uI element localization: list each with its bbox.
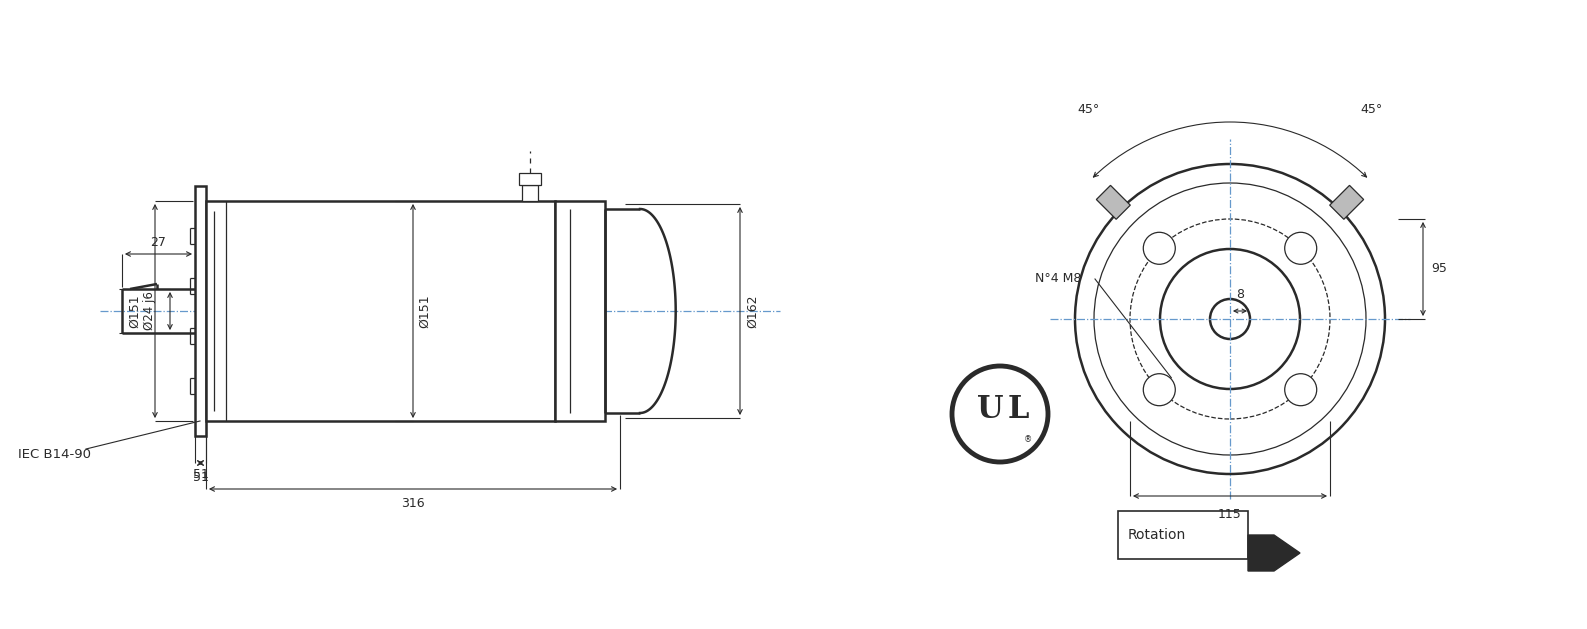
Circle shape	[1209, 299, 1251, 339]
Text: 45°: 45°	[1078, 103, 1100, 116]
Text: Ø151: Ø151	[417, 294, 432, 328]
Text: 95: 95	[1431, 262, 1447, 276]
Text: L: L	[1008, 394, 1028, 425]
Text: U: U	[976, 394, 1003, 425]
Text: ®: ®	[1024, 435, 1032, 445]
Text: 27: 27	[151, 236, 167, 249]
Circle shape	[1093, 183, 1366, 455]
Circle shape	[1285, 374, 1317, 406]
Polygon shape	[1330, 186, 1363, 220]
Bar	[206, 201, 555, 421]
Circle shape	[1143, 232, 1176, 264]
Polygon shape	[1097, 186, 1130, 220]
Circle shape	[1130, 219, 1330, 419]
Text: Ø151: Ø151	[129, 294, 141, 328]
Text: 51: 51	[192, 468, 208, 481]
Text: 51: 51	[192, 471, 208, 484]
Bar	[519, 173, 541, 185]
Text: 8: 8	[1236, 288, 1244, 301]
Bar	[522, 185, 538, 201]
Bar	[1117, 511, 1247, 559]
Text: Ø24 j6: Ø24 j6	[143, 292, 156, 330]
Text: N°4 M8: N°4 M8	[1035, 272, 1081, 286]
Bar	[195, 186, 206, 436]
Text: IEC B14-90: IEC B14-90	[17, 447, 90, 460]
Circle shape	[1074, 164, 1385, 474]
Text: Rotation: Rotation	[1128, 528, 1185, 542]
FancyArrow shape	[1247, 535, 1300, 571]
Text: 316: 316	[402, 497, 425, 510]
Circle shape	[1285, 232, 1317, 264]
Circle shape	[1143, 374, 1176, 406]
Bar	[555, 201, 605, 421]
Text: 45°: 45°	[1360, 103, 1382, 116]
Text: Ø162: Ø162	[746, 294, 759, 328]
Text: 115: 115	[1219, 508, 1243, 521]
Circle shape	[1160, 249, 1300, 389]
